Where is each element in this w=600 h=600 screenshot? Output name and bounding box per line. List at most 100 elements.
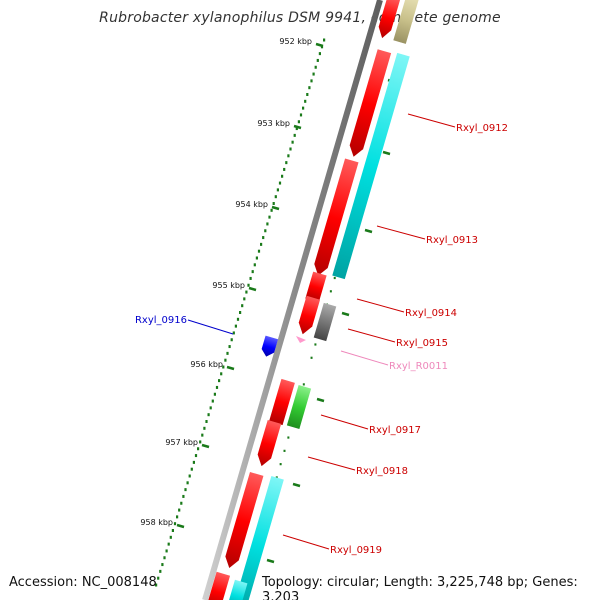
ruler-tick xyxy=(364,228,373,234)
ruler-dot xyxy=(178,508,181,512)
ruler-dot xyxy=(287,154,290,158)
gene-arrow-rxyl-0913[interactable] xyxy=(311,158,359,277)
ruler-dot xyxy=(306,93,309,96)
ruler-dot xyxy=(308,86,311,90)
ruler-dot xyxy=(249,276,252,280)
ruler-dot xyxy=(275,476,278,479)
gene-arrow-rxyl-0917a[interactable] xyxy=(269,378,295,426)
ruler-dot xyxy=(188,474,191,478)
label-leader-line xyxy=(320,414,369,430)
gene-label-rxyl-r0011[interactable]: Rxyl_R0011 xyxy=(389,361,448,372)
genome-backbone xyxy=(202,0,383,600)
gene-box-rxyl-0912-cds[interactable] xyxy=(332,52,410,280)
tick-label: 954 kbp xyxy=(235,200,268,209)
gene-box-rxyl-0919-cds[interactable] xyxy=(232,475,284,600)
ruler-dot xyxy=(176,515,179,519)
ruler-dot xyxy=(285,161,288,165)
ruler-dot xyxy=(318,52,321,56)
ruler-tick xyxy=(201,443,210,449)
gene-box-rxyl-0917-green[interactable] xyxy=(286,385,312,429)
ruler-dot xyxy=(159,569,162,573)
ruler-dot xyxy=(197,447,200,451)
ruler-tick xyxy=(292,482,301,488)
ruler-dot xyxy=(262,236,265,240)
gene-arrow-rxyl-0916[interactable] xyxy=(260,335,279,359)
ruler-dot xyxy=(236,317,240,321)
ruler-dot xyxy=(312,72,315,76)
ruler-dot xyxy=(283,167,286,171)
ruler-dot xyxy=(182,494,185,498)
ruler-dot xyxy=(266,222,269,226)
ruler-tick xyxy=(271,205,280,211)
label-leader-line xyxy=(340,350,389,366)
ruler-dot xyxy=(253,263,256,267)
ruler-dot xyxy=(310,79,313,83)
ruler-dot xyxy=(194,454,198,458)
ruler-dot xyxy=(302,106,305,110)
ruler-dot xyxy=(201,433,204,437)
gene-label-rxyl-0916[interactable]: Rxyl_0916 xyxy=(135,315,187,326)
ruler-dot xyxy=(234,324,237,328)
ruler-dot xyxy=(329,290,332,293)
label-leader-line xyxy=(347,328,396,343)
ruler-dot xyxy=(323,38,326,42)
gene-arrow-bottom[interactable] xyxy=(205,571,231,600)
gene-arrow-rxyl-0914[interactable] xyxy=(305,271,327,303)
ruler-dot xyxy=(205,420,208,423)
gene-box-top-khaki[interactable] xyxy=(393,0,419,44)
ruler-tick xyxy=(266,558,275,564)
ruler-dot xyxy=(215,385,219,389)
ruler-tick xyxy=(341,311,350,317)
gene-label-rxyl-0918[interactable]: Rxyl_0918 xyxy=(356,466,408,477)
ruler-dot xyxy=(171,529,174,532)
ruler-dot xyxy=(224,358,227,362)
label-leader-line xyxy=(187,319,234,335)
gene-arrow-rxyl-r0011[interactable] xyxy=(296,336,306,343)
ruler-dot xyxy=(220,372,223,376)
ruler-dot xyxy=(316,58,319,62)
gene-arrow-rxyl-0915[interactable] xyxy=(296,295,321,336)
ruler-dot xyxy=(274,195,277,199)
gene-label-rxyl-0913[interactable]: Rxyl_0913 xyxy=(426,235,478,246)
ruler-dot xyxy=(299,113,303,117)
ruler-dot xyxy=(283,449,286,452)
ruler-dot xyxy=(268,215,271,219)
gene-arrow-rxyl-0919[interactable] xyxy=(223,472,264,570)
ruler-dot xyxy=(281,174,284,178)
ruler-dot xyxy=(157,576,160,580)
gene-label-rxyl-0919[interactable]: Rxyl_0919 xyxy=(330,545,382,556)
ruler-dot xyxy=(295,127,298,131)
gene-box-rxyl-0915-gray[interactable] xyxy=(313,302,337,342)
gene-arrow-rxyl-0918[interactable] xyxy=(255,419,282,468)
ruler-dot xyxy=(228,345,231,349)
gene-box-bottom-cyan[interactable] xyxy=(226,579,248,600)
ruler-dot xyxy=(270,208,273,212)
ruler-dot xyxy=(241,304,244,308)
ruler-tick xyxy=(382,150,391,156)
ruler-dot xyxy=(184,488,187,492)
gene-label-rxyl-0917[interactable]: Rxyl_0917 xyxy=(369,425,421,436)
gene-label-rxyl-0914[interactable]: Rxyl_0914 xyxy=(405,308,457,319)
gene-label-rxyl-0912[interactable]: Rxyl_0912 xyxy=(456,123,508,134)
ruler-dot xyxy=(165,549,168,553)
ruler-tick xyxy=(316,397,325,403)
ruler-dot xyxy=(211,399,214,403)
label-leader-line xyxy=(282,534,330,550)
gene-arrow-top[interactable] xyxy=(376,0,401,40)
ruler-dot xyxy=(161,563,164,567)
ruler-dot xyxy=(333,276,336,280)
ruler-dot xyxy=(173,522,177,526)
ruler-tick xyxy=(176,523,185,529)
ruler-dot xyxy=(245,290,248,294)
ruler-dot xyxy=(213,392,216,396)
label-leader-line xyxy=(407,113,456,128)
label-leader-line xyxy=(376,225,426,240)
ruler-dot xyxy=(180,501,183,505)
ruler-dot xyxy=(314,65,317,69)
ruler-dot xyxy=(310,356,313,359)
gene-arrow-rxyl-0912[interactable] xyxy=(347,49,392,159)
gene-label-rxyl-0915[interactable]: Rxyl_0915 xyxy=(396,338,448,349)
ruler-dot xyxy=(276,188,279,192)
label-leader-line xyxy=(356,298,405,313)
